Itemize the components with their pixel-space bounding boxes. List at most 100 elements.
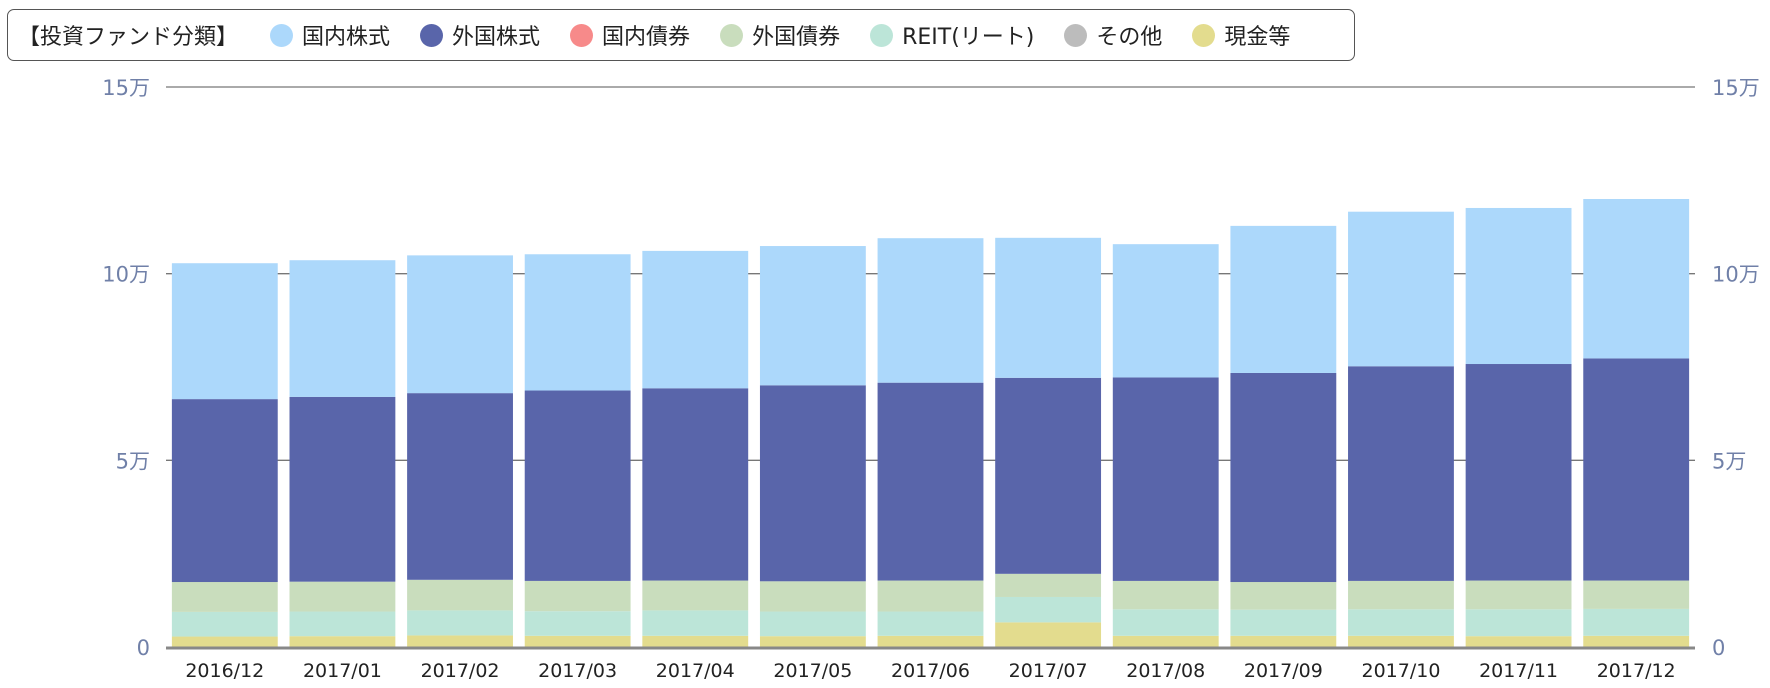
legend-item[interactable]: 現金等 — [1192, 19, 1290, 51]
x-tick-label: 2016/12 — [185, 660, 264, 682]
x-tick-label: 2017/07 — [1009, 660, 1088, 682]
bar-segment — [1112, 580, 1219, 610]
bar-segment — [1112, 377, 1219, 581]
x-tick-label: 2017/09 — [1244, 660, 1323, 682]
legend-item[interactable]: REIT(リート) — [870, 19, 1034, 51]
x-tick-label: 2017/10 — [1361, 660, 1440, 682]
bar-segment — [759, 636, 866, 647]
legend-label: 外国株式 — [452, 25, 541, 50]
bar-segment — [171, 582, 278, 612]
legend-swatch-icon — [570, 23, 594, 47]
bar-segment — [1465, 364, 1572, 581]
legend-swatch-icon — [1192, 23, 1216, 47]
legend-swatch-icon — [870, 23, 894, 47]
legend-swatch-icon — [720, 23, 744, 47]
legend-swatch-icon — [1064, 23, 1088, 47]
bar-segment — [1348, 366, 1454, 581]
bar-segment — [1112, 635, 1219, 647]
legend-label: 国内債券 — [602, 25, 691, 50]
bar-segment — [1465, 207, 1572, 365]
y-tick-label-right: 5万 — [1712, 449, 1746, 473]
bar-segment — [995, 622, 1102, 647]
bar-segment — [1465, 636, 1572, 647]
bar-segment — [759, 385, 866, 582]
legend-label: 外国債券 — [752, 25, 841, 50]
x-tick-label: 2017/02 — [421, 660, 500, 682]
bar-segment — [1230, 609, 1337, 636]
y-tick-label-left: 5万 — [116, 449, 150, 473]
bar-segment — [877, 238, 984, 383]
bar-segment — [407, 635, 513, 647]
bar-segment — [995, 237, 1102, 378]
y-tick-label-left: 0 — [137, 636, 150, 660]
bar-segment — [642, 610, 749, 636]
legend-title: 【投資ファンド分類】 — [18, 25, 239, 50]
bar-segment — [289, 611, 396, 637]
bar-segment — [759, 581, 866, 612]
bar-segment — [877, 635, 984, 647]
bar-segment — [877, 382, 984, 581]
bar-segment — [524, 254, 631, 391]
bar-segment — [995, 596, 1102, 623]
bar-segment — [995, 573, 1102, 597]
bar-segment — [289, 581, 396, 612]
legend-item[interactable]: その他 — [1064, 19, 1162, 51]
bar-segment — [289, 636, 396, 647]
legend-item[interactable]: 外国債券 — [720, 19, 840, 51]
bar-segment — [995, 377, 1102, 574]
legend-label: REIT(リート) — [902, 25, 1035, 50]
x-tick-label: 2017/01 — [303, 660, 382, 682]
bar-segment — [1583, 608, 1690, 636]
bar-segment — [524, 635, 631, 647]
x-tick-label: 2017/12 — [1597, 660, 1676, 682]
bar-segment — [289, 260, 396, 397]
bar-segment — [1230, 225, 1337, 373]
bar-segment — [1230, 582, 1337, 610]
legend-swatch-icon — [420, 23, 444, 47]
bar-segment — [759, 611, 866, 637]
bar-segment — [1348, 580, 1454, 610]
bar-segment — [1112, 609, 1219, 636]
bar-segment — [524, 580, 631, 612]
y-tick-label-right: 10万 — [1712, 263, 1760, 287]
legend-label: 現金等 — [1224, 25, 1291, 50]
x-tick-label: 2017/08 — [1126, 660, 1205, 682]
x-tick-label: 2017/06 — [891, 660, 970, 682]
y-tick-label-left: 10万 — [102, 263, 150, 287]
bar-segment — [524, 611, 631, 636]
x-tick-label: 2017/11 — [1479, 660, 1558, 682]
bar-segment — [171, 636, 278, 647]
legend-swatch-icon — [270, 23, 294, 47]
bar-segment — [171, 399, 278, 583]
bar-segment — [642, 635, 749, 647]
bar-segment — [1348, 609, 1454, 636]
legend: 【投資ファンド分類】 国内株式 外国株式 国内債券 外国債券 REIT(リート) その他 現… — [7, 9, 1355, 61]
x-tick-label: 2017/05 — [773, 660, 852, 682]
legend-item[interactable]: 国内債券 — [570, 19, 690, 51]
bar-segment — [407, 579, 513, 611]
bar-segment — [877, 580, 984, 612]
bar-segment — [877, 611, 984, 636]
bar-segment — [171, 611, 278, 637]
bar-segment — [1465, 609, 1572, 637]
bar-segment — [407, 255, 513, 394]
legend-item[interactable]: 外国株式 — [420, 19, 540, 51]
legend-label: その他 — [1096, 25, 1163, 50]
bar-segment — [289, 396, 396, 582]
bar-segment — [1230, 635, 1337, 647]
bar-segment — [171, 263, 278, 400]
y-tick-label-right: 0 — [1712, 636, 1725, 660]
bar-segment — [1348, 211, 1454, 367]
bar-segment — [1583, 199, 1690, 359]
bar-segment — [642, 250, 749, 389]
bar-segment — [642, 388, 749, 581]
y-tick-label-left: 15万 — [102, 76, 150, 100]
legend-item[interactable]: 国内株式 — [270, 19, 390, 51]
bar-segment — [407, 393, 513, 580]
bar-segment — [1348, 635, 1454, 647]
legend-label: 国内株式 — [302, 25, 391, 50]
bar-segment — [407, 610, 513, 636]
y-tick-label-right: 15万 — [1712, 76, 1760, 100]
bar-segment — [1112, 244, 1219, 378]
